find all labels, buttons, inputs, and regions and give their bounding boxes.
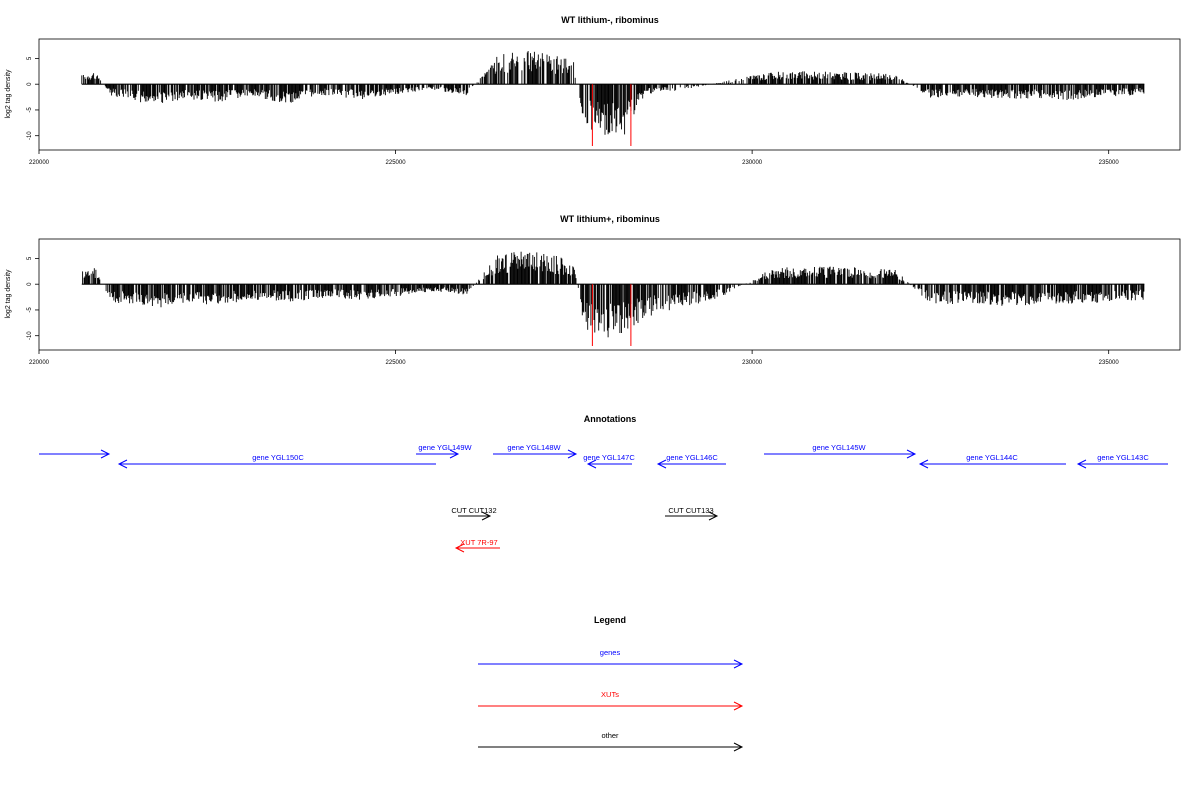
bars-group [81,251,1145,346]
x-tick-label: 235000 [1099,360,1120,366]
gene-arrow [117,459,436,469]
gene-arrow [918,459,1066,469]
cut-label: CUT CUT133 [668,506,713,515]
y-tick-label: 5 [27,256,33,260]
x-tick-label: 230000 [742,160,763,166]
cut-arrow [458,511,492,521]
y-tick-label: -10 [27,131,33,140]
legend-label: XUTs [601,690,619,699]
legend-arrow [478,701,744,711]
track-panel-lithium-plus: WT lithium+, ribominus log2 tag density … [5,214,1181,366]
xut-arrow [454,543,500,553]
plot-frame [38,38,1181,151]
legend: Legend genes XUTs other [478,615,744,752]
gene-arrow [39,449,111,459]
x-tick-label: 235000 [1099,160,1120,166]
panel-title: WT lithium-, ribominus [561,15,659,25]
gene-label: gene YGL150C [252,453,304,462]
gene-label: gene YGL145W [812,443,866,452]
y-tick-label: 0 [27,82,33,86]
plot-frame [38,238,1181,351]
gene-arrow [416,449,460,459]
xut-label: XUT 7R-97 [460,538,497,547]
gene-arrow [493,449,578,459]
gene-label: gene YGL144C [966,453,1018,462]
x-tick-label: 225000 [386,160,407,166]
bars-group [81,51,1145,146]
y-tick-label: -5 [27,107,33,113]
annotation-features: gene YGL150C gene YGL149W gene YGL148W gene… [39,443,1168,553]
gene-arrow [764,449,917,459]
y-axis-label: log2 tag density [5,69,12,119]
x-tick-label: 230000 [742,360,763,366]
legend-label: other [601,731,619,740]
y-tick-label: -10 [27,331,33,340]
gene-label: gene YGL143C [1097,453,1149,462]
x-tick-label: 225000 [386,360,407,366]
axes-group: 220000 225000 230000 235000 5 0 -5 -10 [27,56,1119,166]
gene-label: gene YGL149W [418,443,472,452]
gene-label: gene YGL146C [666,453,718,462]
legend-arrow [478,659,744,669]
gene-label: gene YGL148W [507,443,561,452]
annotations-title: Annotations [584,414,637,424]
legend-arrow [478,742,744,752]
gene-arrow [586,459,632,469]
legend-items: genes XUTs other [478,648,744,752]
y-tick-label: 5 [27,56,33,60]
axes-group: 220000 225000 230000 235000 5 0 -5 -10 [27,256,1119,366]
gene-arrow [1076,459,1168,469]
legend-title: Legend [594,615,626,625]
track-panel-lithium-minus: WT lithium-, ribominus log2 tag density … [5,15,1181,166]
gene-arrow [656,459,726,469]
y-tick-label: 0 [27,282,33,286]
gene-label: gene YGL147C [583,453,635,462]
x-tick-label: 220000 [29,360,50,366]
cut-arrow [665,511,719,521]
y-tick-label: -5 [27,307,33,313]
x-tick-label: 220000 [29,160,50,166]
cut-label: CUT CUT132 [451,506,496,515]
panel-title: WT lithium+, ribominus [560,214,660,224]
y-axis-label: log2 tag density [5,269,12,319]
legend-label: genes [600,648,621,657]
